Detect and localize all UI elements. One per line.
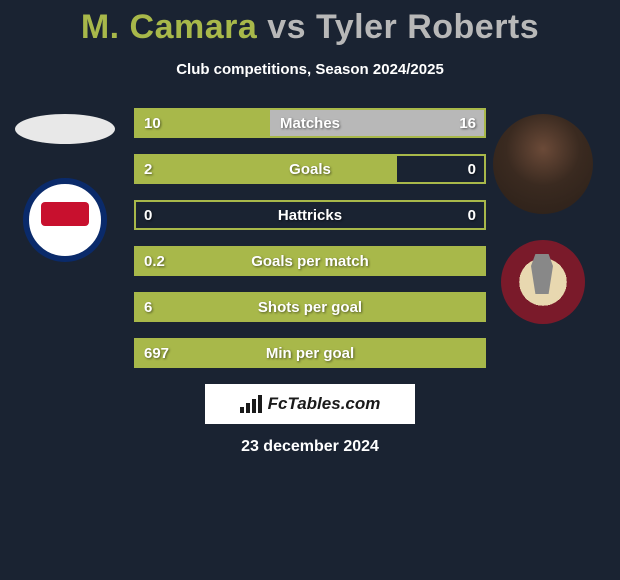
subtitle: Club competitions, Season 2024/2025 bbox=[0, 61, 620, 78]
brand-badge: FcTables.com bbox=[205, 384, 415, 424]
comparison-area: 10Matches162Goals00Hattricks00.2Goals pe… bbox=[0, 108, 620, 368]
footer-date: 23 december 2024 bbox=[0, 438, 620, 456]
stat-label: Goals per match bbox=[136, 253, 484, 270]
stat-row: 0Hattricks0 bbox=[134, 200, 486, 230]
player1-club-badge bbox=[23, 178, 107, 262]
stat-row: 2Goals0 bbox=[134, 154, 486, 184]
page-title: M. Camara vs Tyler Roberts bbox=[0, 0, 620, 47]
stat-label: Hattricks bbox=[136, 207, 484, 224]
player1-name: M. Camara bbox=[81, 8, 257, 46]
stat-label: Shots per goal bbox=[136, 299, 484, 316]
stat-row: 0.2Goals per match bbox=[134, 246, 486, 276]
stat-label: Min per goal bbox=[136, 345, 484, 362]
stat-row: 697Min per goal bbox=[134, 338, 486, 368]
brand-text: FcTables.com bbox=[268, 394, 381, 414]
stat-value-right: 16 bbox=[459, 115, 476, 132]
brand-bars-icon bbox=[240, 395, 262, 413]
player1-avatar bbox=[15, 114, 115, 144]
stat-label: Matches bbox=[136, 115, 484, 132]
player2-club-badge bbox=[501, 240, 585, 324]
left-player-images bbox=[10, 114, 120, 262]
player2-name: Tyler Roberts bbox=[316, 8, 539, 46]
stat-value-right: 0 bbox=[468, 207, 476, 224]
right-player-images bbox=[488, 114, 598, 324]
stats-bars: 10Matches162Goals00Hattricks00.2Goals pe… bbox=[134, 108, 486, 368]
vs-text: vs bbox=[267, 8, 306, 46]
stat-row: 10Matches16 bbox=[134, 108, 486, 138]
stat-row: 6Shots per goal bbox=[134, 292, 486, 322]
player2-avatar bbox=[493, 114, 593, 214]
stat-label: Goals bbox=[136, 161, 484, 178]
stat-value-right: 0 bbox=[468, 161, 476, 178]
